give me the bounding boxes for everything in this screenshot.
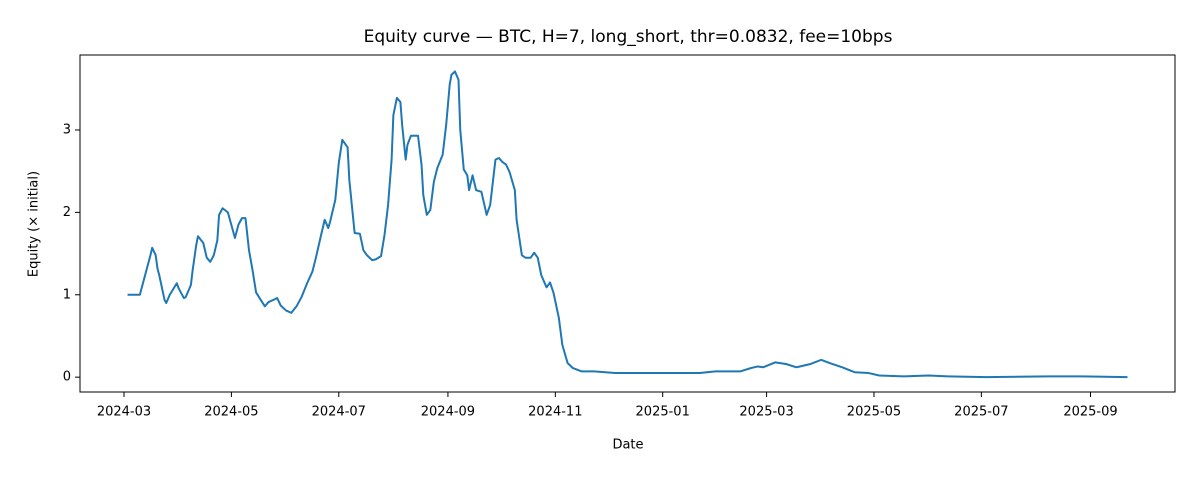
plot-frame <box>79 54 1176 393</box>
y-tick-label: 3 <box>63 122 71 137</box>
x-tick-label: 2025-01 <box>636 405 690 420</box>
y-tick-label: 2 <box>63 205 71 220</box>
x-tick-label: 2025-03 <box>739 405 793 420</box>
x-tick-label: 2025-05 <box>847 405 901 420</box>
x-tick-label: 2024-09 <box>421 405 475 420</box>
x-tick-label: 2024-05 <box>204 405 258 420</box>
x-tick-label: 2024-03 <box>97 405 151 420</box>
chart-title: Equity curve — BTC, H=7, long_short, thr… <box>364 27 893 47</box>
y-axis-label: Equity (× initial) <box>27 171 42 277</box>
y-tick-label: 1 <box>63 287 71 302</box>
y-tick-label: 0 <box>63 370 71 385</box>
x-tick-label: 2024-07 <box>312 405 366 420</box>
equity-line <box>127 70 1128 379</box>
x-tick-label: 2024-11 <box>528 405 582 420</box>
x-tick-label: 2025-07 <box>954 405 1008 420</box>
x-axis-label: Date <box>612 438 643 453</box>
x-tick-label: 2025-09 <box>1063 405 1117 420</box>
